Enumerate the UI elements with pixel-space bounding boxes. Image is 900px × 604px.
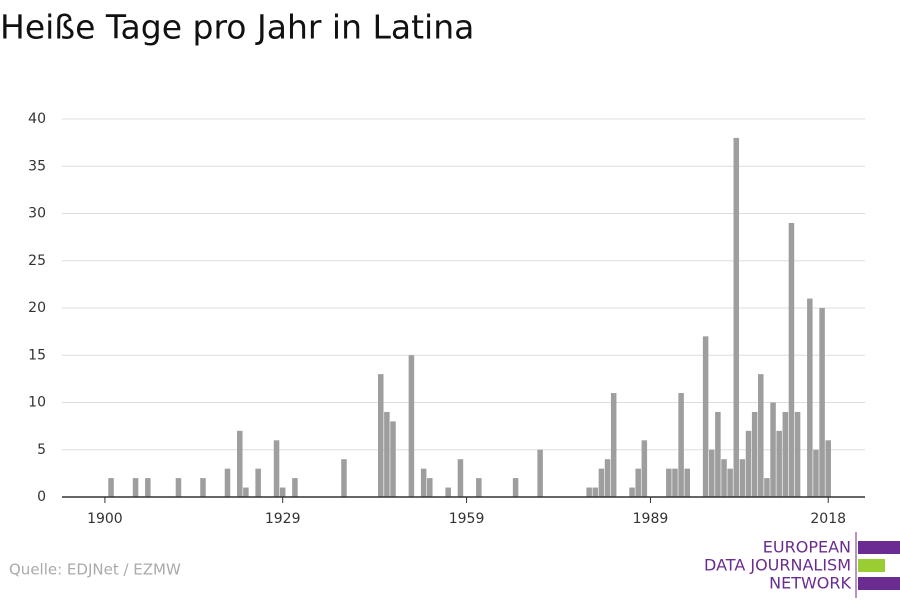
bar xyxy=(420,468,427,497)
bar xyxy=(770,402,776,497)
bar xyxy=(200,478,206,497)
bar xyxy=(641,440,648,497)
bar xyxy=(408,355,415,497)
y-tick-label: 20 xyxy=(28,300,46,316)
bar xyxy=(390,421,396,497)
bar xyxy=(175,478,182,497)
bar xyxy=(684,468,690,497)
logo-text: NETWORK xyxy=(769,574,851,593)
bar xyxy=(341,459,347,497)
bar xyxy=(782,411,789,497)
y-tick-label: 40 xyxy=(28,111,46,127)
x-tick-label: 1989 xyxy=(633,511,669,527)
y-tick-label: 15 xyxy=(28,347,46,363)
bar xyxy=(476,478,482,497)
bar xyxy=(145,478,151,497)
bar xyxy=(739,459,746,497)
bar xyxy=(727,468,733,497)
bar xyxy=(604,459,611,497)
chart-title: Heiße Tage pro Jahr in Latina xyxy=(0,8,474,47)
bar xyxy=(788,222,795,497)
bar xyxy=(629,487,635,497)
y-tick-label: 30 xyxy=(28,206,46,222)
y-tick-label: 5 xyxy=(37,442,46,458)
source: Quelle: EDJNet / EZMW xyxy=(9,561,181,579)
bar xyxy=(108,478,114,497)
bar xyxy=(758,374,764,497)
bar xyxy=(635,468,641,497)
bar xyxy=(255,468,261,497)
x-tick-label: 2018 xyxy=(810,511,846,527)
logo-bar xyxy=(858,577,900,590)
bar xyxy=(243,487,249,497)
bar xyxy=(776,430,782,497)
y-tick-label: 35 xyxy=(28,158,46,174)
logo-bar xyxy=(858,559,885,572)
y-tick-label: 25 xyxy=(28,253,46,269)
bar xyxy=(237,430,243,497)
bar xyxy=(745,430,752,497)
bar xyxy=(445,487,451,497)
bar xyxy=(598,468,605,497)
bar xyxy=(610,393,617,497)
bar xyxy=(224,468,231,497)
bar xyxy=(292,478,298,497)
bar xyxy=(813,449,819,497)
x-tick-label: 1929 xyxy=(265,511,301,527)
bar xyxy=(733,137,740,497)
bar xyxy=(279,487,286,497)
x-tick-label: 1900 xyxy=(87,511,123,527)
bar xyxy=(678,393,684,497)
bar xyxy=(751,411,758,497)
logo-text: DATA JOURNALISM xyxy=(704,556,851,575)
bar xyxy=(592,487,599,497)
bar xyxy=(586,487,592,497)
bar xyxy=(825,440,831,497)
bar xyxy=(377,374,384,497)
bar xyxy=(672,468,678,497)
bar xyxy=(537,449,543,497)
bar xyxy=(708,449,715,497)
bar xyxy=(764,478,770,497)
bar xyxy=(666,468,672,497)
bar xyxy=(702,336,709,497)
bar xyxy=(721,459,727,497)
bar xyxy=(384,411,390,497)
bar xyxy=(819,308,825,497)
bar xyxy=(427,478,433,497)
bar xyxy=(715,411,721,497)
y-tick-label: 0 xyxy=(37,489,46,505)
bar xyxy=(457,459,464,497)
bar xyxy=(132,478,139,497)
logo-bar xyxy=(858,541,900,554)
bar xyxy=(794,411,801,497)
bar xyxy=(807,298,813,497)
bar xyxy=(512,478,519,497)
logo-text: EUROPEAN xyxy=(763,538,851,557)
x-tick-label: 1959 xyxy=(449,511,485,527)
y-tick-label: 10 xyxy=(28,395,46,411)
bar xyxy=(273,440,280,497)
